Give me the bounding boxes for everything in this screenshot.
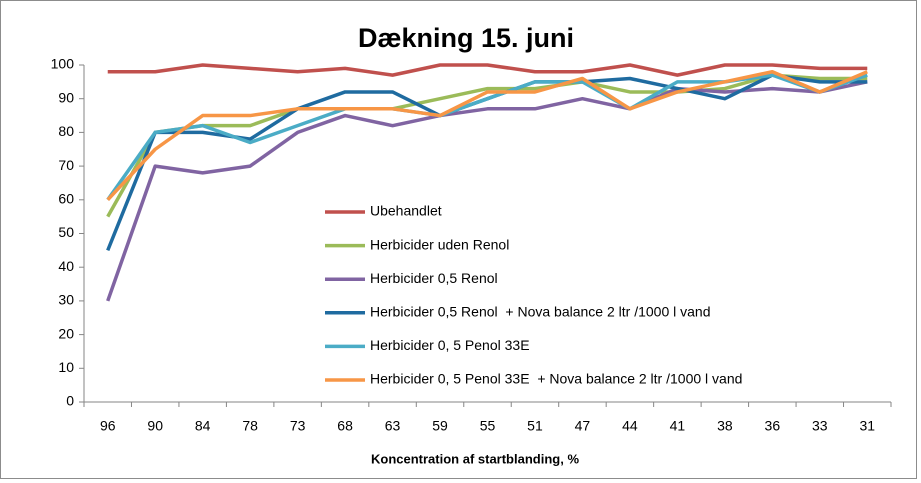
x-tick-label: 33 <box>812 418 828 434</box>
x-axis-label: Koncentration af startblanding, % <box>371 451 579 466</box>
x-tick-label: 96 <box>100 418 116 434</box>
x-tick-label: 41 <box>670 418 686 434</box>
legend-label: Herbicider 0, 5 Penol 33E + Nova balance… <box>370 371 742 387</box>
y-tick-label: 0 <box>66 393 74 409</box>
y-tick-label: 40 <box>58 258 74 274</box>
y-tick-label: 70 <box>58 157 74 173</box>
legend-label: Ubehandlet <box>370 203 442 219</box>
x-tick-label: 78 <box>242 418 258 434</box>
x-tick-label: 51 <box>527 418 543 434</box>
x-tick-label: 90 <box>147 418 163 434</box>
x-tick-label: 31 <box>859 418 875 434</box>
y-tick-label: 90 <box>58 89 74 105</box>
legend-label: Herbicider 0, 5 Penol 33E <box>370 337 530 353</box>
legend-label: Herbicider 0,5 Renol + Nova balance 2 lt… <box>370 304 710 320</box>
legend-label: Herbicider 0,5 Renol <box>370 270 498 286</box>
y-tick-label: 20 <box>58 325 74 341</box>
x-tick-label: 59 <box>432 418 448 434</box>
chart-title: Dækning 15. juni <box>358 23 574 53</box>
series-line <box>106 69 868 201</box>
x-tick-label: 68 <box>337 418 353 434</box>
x-tick-label: 44 <box>622 418 638 434</box>
x-tick-label: 47 <box>575 418 591 434</box>
x-tick-label: 55 <box>480 418 496 434</box>
y-tick-label: 50 <box>58 224 74 240</box>
y-tick-label: 100 <box>51 56 75 72</box>
series-line <box>107 63 868 77</box>
y-tick-label: 80 <box>58 123 74 139</box>
x-tick-label: 63 <box>385 418 401 434</box>
x-tick-label: 38 <box>717 418 733 434</box>
x-tick-label: 36 <box>765 418 781 434</box>
series-line <box>106 73 868 218</box>
y-tick-label: 30 <box>58 292 74 308</box>
y-tick-label: 10 <box>58 359 74 375</box>
x-tick-label: 84 <box>195 418 211 434</box>
y-tick-label: 60 <box>58 191 74 207</box>
x-tick-label: 73 <box>290 418 306 434</box>
legend-label: Herbicider uden Renol <box>370 236 509 252</box>
